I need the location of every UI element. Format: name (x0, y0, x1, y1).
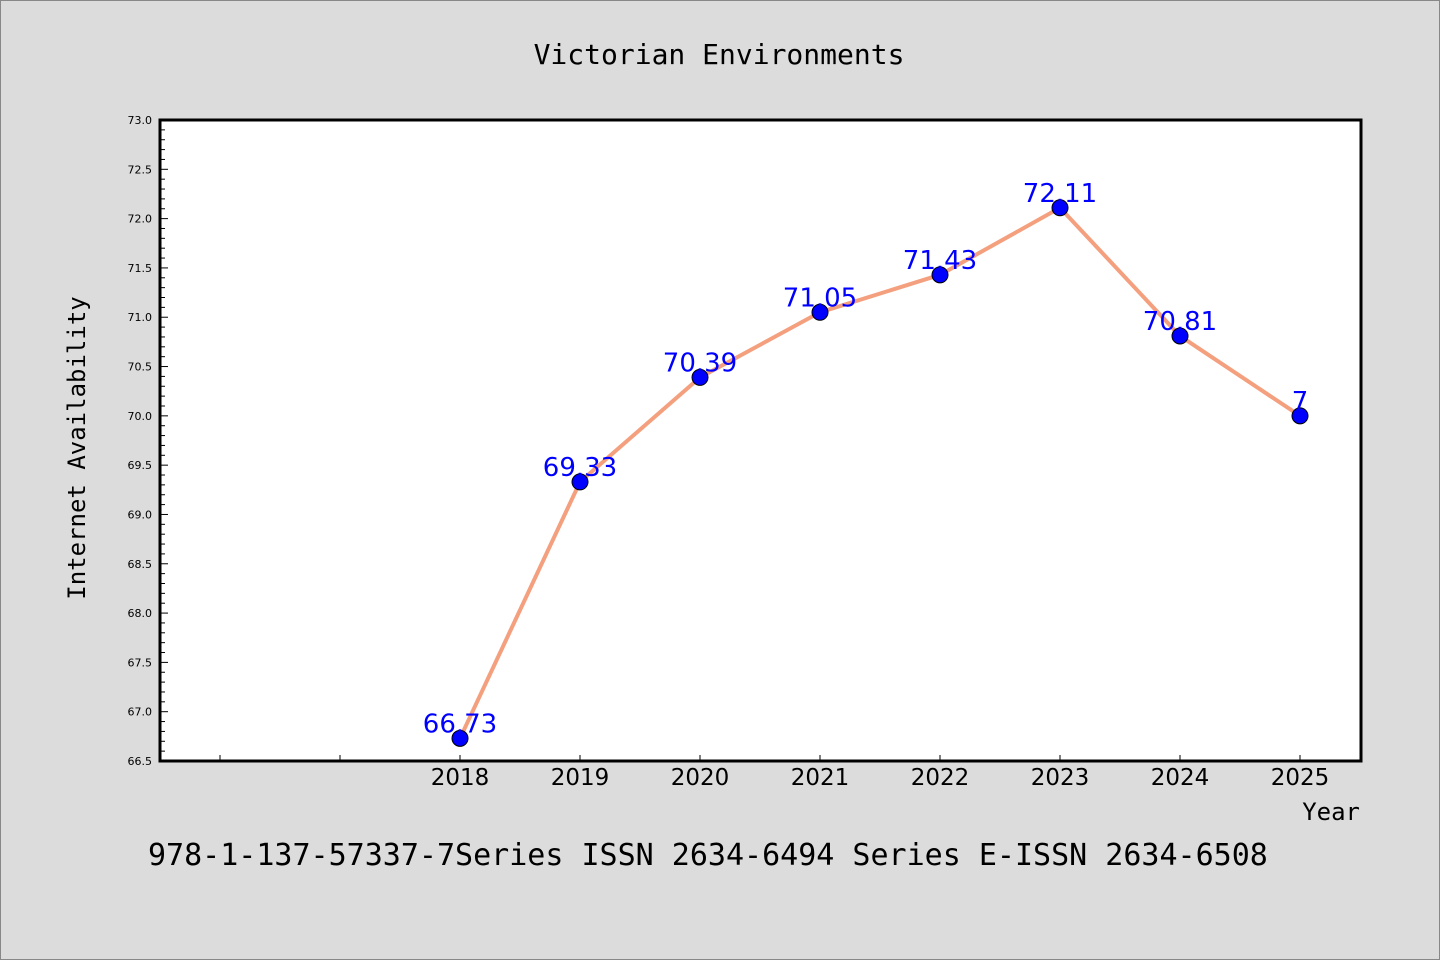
x-tick-label: 2019 (551, 765, 610, 791)
data-label: 66.73 (423, 709, 497, 739)
x-tick-label: 2021 (791, 765, 850, 791)
data-label: 69.33 (543, 453, 617, 483)
y-tick-label: 68.0 (128, 607, 153, 620)
y-tick-label: 72.0 (128, 213, 153, 226)
y-tick-label: 69.5 (128, 459, 153, 472)
y-tick-label: 70.5 (128, 361, 153, 374)
x-tick-label: 2022 (911, 765, 970, 791)
y-tick-label: 68.5 (128, 558, 153, 571)
data-label: 72.11 (1023, 179, 1097, 209)
data-point (1171, 327, 1189, 345)
x-tick-label: 2023 (1031, 765, 1090, 791)
y-tick-label: 66.5 (128, 755, 153, 768)
data-label: 71.43 (903, 246, 977, 276)
chart-title: Victorian Environments (534, 38, 905, 71)
y-tick-label: 67.5 (128, 656, 153, 669)
y-tick-label: 67.0 (128, 706, 153, 719)
data-point (1291, 407, 1309, 425)
x-tick-label: 2024 (1151, 765, 1210, 791)
data-point (571, 473, 589, 491)
series-line-group: 66.73 69.33 70.39 71.05 71.43 72.11 70.81 7 (423, 179, 1309, 747)
y-axis-label: Internet Availability (63, 296, 91, 599)
x-tick-label: 2020 (671, 765, 730, 791)
data-point (1051, 199, 1069, 217)
y-tick-label: 70.0 (128, 410, 153, 423)
y-tick-label: 71.5 (128, 262, 153, 275)
plot-area (158, 118, 1363, 763)
x-tick-label: 2018 (431, 765, 490, 791)
y-tick-label: 69.0 (128, 508, 153, 521)
y-axis: 66.5 67.0 67.5 68.0 68.5 69.0 69.5 70.0 70.5 71.0… (128, 114, 168, 768)
data-point (691, 368, 709, 386)
data-point (931, 266, 949, 284)
data-label: 71.05 (783, 283, 857, 313)
data-label: 7 (1292, 387, 1309, 417)
x-tick-label: 2025 (1271, 765, 1330, 791)
x-axis-label: Year (1302, 798, 1360, 826)
y-tick-label: 71.0 (128, 311, 153, 324)
footer-isbn-issn: 978-1-137-57337-7Series ISSN 2634-6494 S… (148, 838, 1268, 873)
series-line (458, 205, 1302, 740)
y-tick-label: 73.0 (128, 114, 153, 127)
data-label: 70.81 (1143, 307, 1217, 337)
data-label: 70.39 (663, 348, 737, 378)
y-tick-label: 72.5 (128, 163, 153, 176)
data-point (451, 729, 469, 747)
data-point (811, 303, 829, 321)
x-axis: 2018 2019 2020 2021 2022 2023 2024 2025 (219, 755, 1330, 791)
